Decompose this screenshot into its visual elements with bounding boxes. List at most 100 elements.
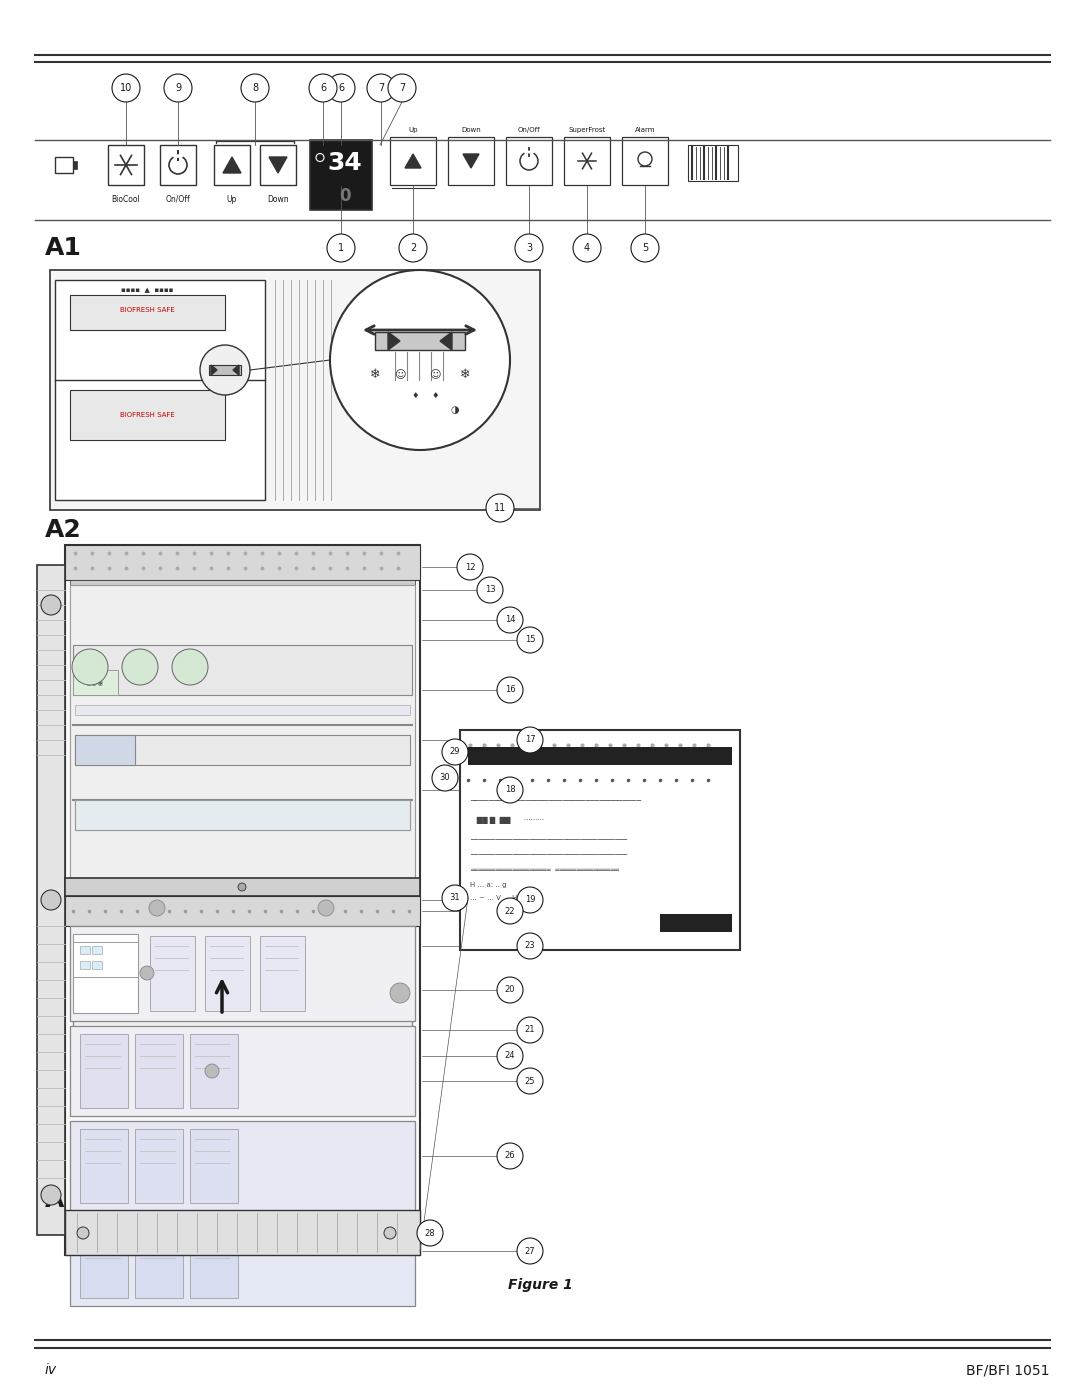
Text: 29: 29 bbox=[449, 747, 460, 757]
Circle shape bbox=[517, 1067, 543, 1094]
Bar bbox=[70, 1025, 415, 1116]
Text: H ... a: .. g: H ... a: .. g bbox=[470, 882, 507, 888]
Bar bbox=[507, 137, 552, 184]
Circle shape bbox=[122, 650, 158, 685]
Text: 26: 26 bbox=[504, 1151, 515, 1161]
Text: 23: 23 bbox=[525, 942, 536, 950]
Bar bbox=[73, 645, 411, 694]
Bar bbox=[80, 1224, 129, 1298]
Bar bbox=[468, 747, 732, 766]
Text: BIOFRESH SAFE: BIOFRESH SAFE bbox=[120, 307, 174, 313]
Circle shape bbox=[200, 345, 249, 395]
Text: Up: Up bbox=[227, 196, 238, 204]
Bar bbox=[260, 145, 296, 184]
Text: ██ █  ██      ·········: ██ █ ██ ········· bbox=[470, 816, 544, 824]
Text: 6: 6 bbox=[338, 82, 345, 94]
Circle shape bbox=[164, 74, 192, 102]
Text: Down: Down bbox=[461, 127, 481, 133]
Bar bbox=[92, 946, 102, 954]
Polygon shape bbox=[269, 156, 287, 173]
Text: ... ~ ... V  .. Hz  .. W: ... ~ ... V .. Hz .. W bbox=[470, 895, 539, 901]
Text: BF/BFI 1051: BF/BFI 1051 bbox=[967, 1363, 1050, 1377]
Text: 10: 10 bbox=[120, 82, 132, 94]
Circle shape bbox=[631, 235, 659, 263]
Circle shape bbox=[327, 235, 355, 263]
Circle shape bbox=[367, 74, 395, 102]
Text: 2: 2 bbox=[410, 243, 416, 253]
Bar bbox=[70, 390, 225, 440]
Circle shape bbox=[112, 74, 140, 102]
Circle shape bbox=[330, 270, 510, 450]
Circle shape bbox=[205, 1065, 219, 1078]
Bar bbox=[688, 145, 738, 182]
Bar bbox=[108, 145, 144, 184]
Bar bbox=[73, 161, 77, 169]
Polygon shape bbox=[463, 154, 480, 168]
Bar bbox=[214, 145, 249, 184]
Text: 14: 14 bbox=[504, 616, 515, 624]
Text: Alarm: Alarm bbox=[635, 127, 656, 133]
Text: 3: 3 bbox=[526, 243, 532, 253]
Bar bbox=[73, 956, 411, 1030]
Bar bbox=[135, 1034, 183, 1108]
Bar bbox=[190, 1224, 238, 1298]
Text: ☺: ☺ bbox=[394, 370, 406, 380]
Text: 21: 21 bbox=[525, 1025, 536, 1035]
Polygon shape bbox=[222, 156, 241, 173]
Circle shape bbox=[457, 555, 483, 580]
Text: 28: 28 bbox=[424, 1228, 435, 1238]
Circle shape bbox=[309, 74, 337, 102]
Bar bbox=[205, 592, 227, 604]
Circle shape bbox=[241, 74, 269, 102]
Bar bbox=[150, 936, 195, 1011]
Text: ▪▪▪▪  ▲  ▪▪▪▪: ▪▪▪▪ ▲ ▪▪▪▪ bbox=[121, 286, 173, 293]
Circle shape bbox=[72, 650, 108, 685]
Polygon shape bbox=[233, 365, 239, 374]
Bar bbox=[190, 1034, 238, 1108]
Polygon shape bbox=[405, 154, 421, 168]
Text: A2: A2 bbox=[45, 518, 82, 542]
Bar bbox=[135, 1129, 183, 1203]
Text: ─────────────────────────────────────: ───────────────────────────────────── bbox=[470, 837, 627, 842]
Text: 18: 18 bbox=[504, 785, 515, 795]
Bar bbox=[65, 895, 420, 926]
Circle shape bbox=[573, 235, 600, 263]
Bar bbox=[73, 671, 118, 694]
Bar bbox=[375, 332, 465, 351]
Circle shape bbox=[517, 627, 543, 652]
Bar bbox=[65, 545, 420, 1255]
Text: SuperFrost: SuperFrost bbox=[568, 127, 606, 133]
Text: ─────────────────────────────────────: ───────────────────────────────────── bbox=[470, 795, 642, 805]
Bar bbox=[145, 592, 167, 604]
Text: 15: 15 bbox=[525, 636, 536, 644]
Circle shape bbox=[497, 898, 523, 923]
Text: 16: 16 bbox=[504, 686, 515, 694]
Bar bbox=[37, 564, 65, 1235]
Bar bbox=[175, 592, 197, 604]
Text: 30: 30 bbox=[440, 774, 450, 782]
Bar bbox=[85, 592, 107, 604]
Text: 9: 9 bbox=[175, 82, 181, 94]
Bar bbox=[80, 961, 90, 970]
Bar bbox=[260, 936, 305, 1011]
Circle shape bbox=[41, 595, 60, 615]
Bar bbox=[205, 936, 249, 1011]
Text: iv: iv bbox=[45, 1363, 57, 1377]
Bar bbox=[135, 1224, 183, 1298]
Circle shape bbox=[497, 1044, 523, 1069]
Text: Figure 1: Figure 1 bbox=[508, 1278, 572, 1292]
Bar bbox=[70, 1215, 415, 1306]
Text: ─────────────────────────────────────: ───────────────────────────────────── bbox=[470, 852, 627, 858]
Bar bbox=[73, 942, 138, 977]
Text: BioCool: BioCool bbox=[111, 196, 140, 204]
Bar bbox=[114, 592, 137, 604]
Text: 7: 7 bbox=[378, 82, 384, 94]
Text: 5: 5 bbox=[642, 243, 648, 253]
Bar bbox=[92, 961, 102, 970]
Circle shape bbox=[515, 235, 543, 263]
Circle shape bbox=[399, 235, 427, 263]
Circle shape bbox=[497, 1143, 523, 1169]
Text: ❄: ❄ bbox=[369, 369, 380, 381]
Bar bbox=[80, 1034, 129, 1108]
Circle shape bbox=[486, 495, 514, 522]
